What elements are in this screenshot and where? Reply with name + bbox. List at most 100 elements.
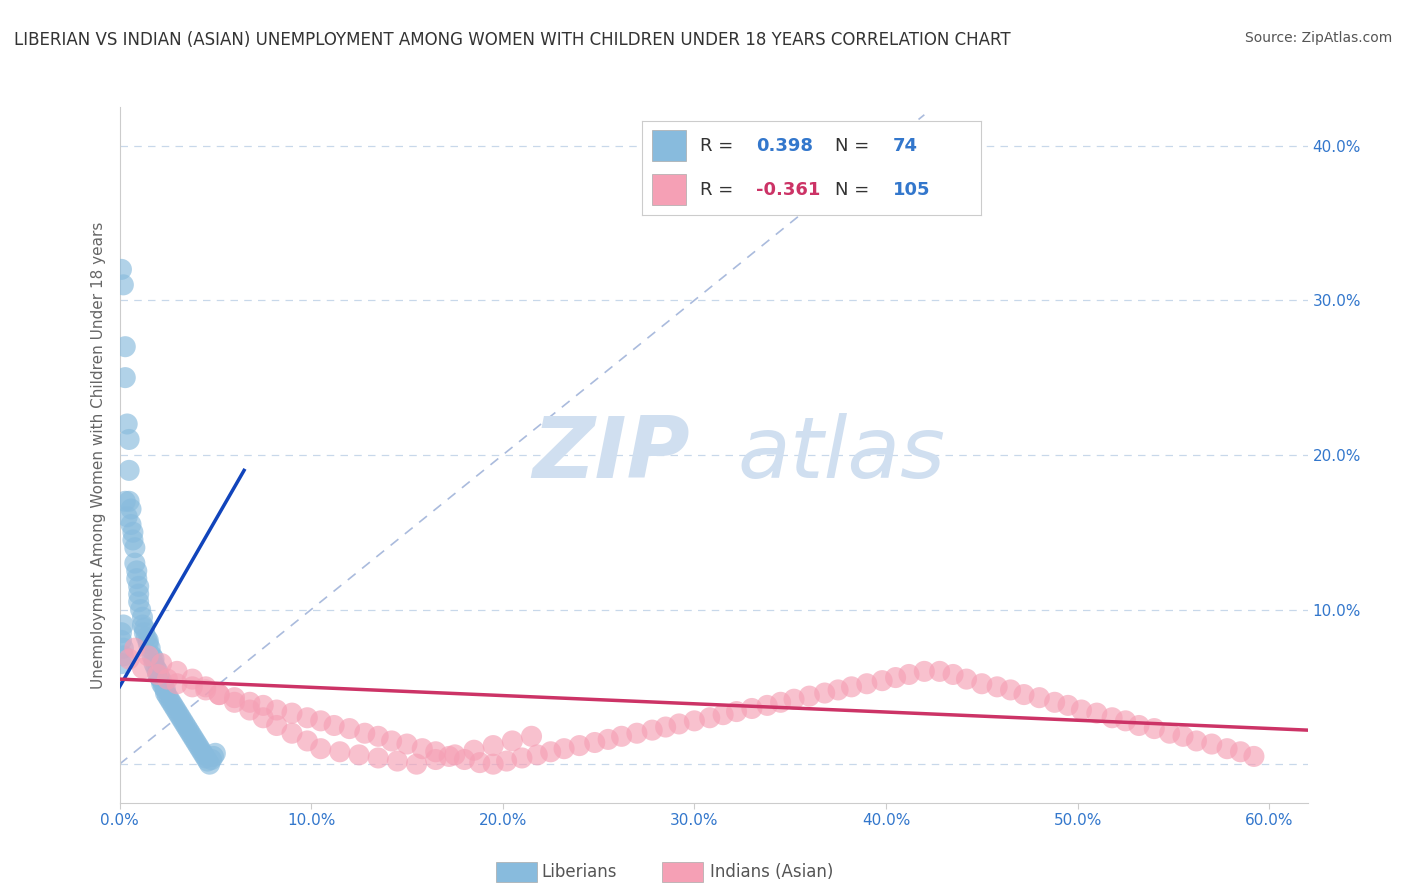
Point <box>193 747 215 762</box>
Point <box>118 494 141 508</box>
Point <box>387 754 409 768</box>
Point <box>112 641 135 656</box>
Point <box>1085 706 1108 720</box>
Point <box>297 734 319 748</box>
Point <box>145 661 167 675</box>
Point <box>1185 734 1208 748</box>
Point <box>114 340 136 354</box>
Point <box>598 732 620 747</box>
Point <box>118 652 141 666</box>
Point <box>125 572 148 586</box>
Point <box>553 741 575 756</box>
Point <box>1216 741 1239 756</box>
Point <box>841 680 863 694</box>
Point <box>353 726 375 740</box>
Point <box>347 747 370 762</box>
Point <box>769 695 792 709</box>
Point <box>187 739 209 753</box>
Point <box>166 677 188 691</box>
Point <box>155 682 177 697</box>
Point <box>136 633 159 648</box>
Text: Liberians: Liberians <box>541 863 617 880</box>
Point <box>183 732 205 747</box>
Point <box>252 698 274 713</box>
Point <box>115 509 138 524</box>
Point <box>181 680 204 694</box>
Point <box>1012 688 1035 702</box>
Point <box>166 705 188 719</box>
Y-axis label: Unemployment Among Women with Children Under 18 years: Unemployment Among Women with Children U… <box>91 221 107 689</box>
Point <box>444 747 467 762</box>
Point <box>1201 737 1223 751</box>
Point <box>641 723 664 738</box>
Point <box>411 741 433 756</box>
Point <box>224 690 246 705</box>
Point <box>167 707 190 722</box>
Point <box>162 698 184 713</box>
Point <box>114 494 136 508</box>
Point <box>155 686 177 700</box>
Point <box>1243 749 1265 764</box>
Point <box>583 735 606 749</box>
Point <box>112 648 135 663</box>
Point <box>783 692 806 706</box>
Point <box>437 749 460 764</box>
Point <box>540 745 562 759</box>
Point <box>141 648 163 663</box>
Point <box>191 745 214 759</box>
Text: LIBERIAN VS INDIAN (ASIAN) UNEMPLOYMENT AMONG WOMEN WITH CHILDREN UNDER 18 YEARS: LIBERIAN VS INDIAN (ASIAN) UNEMPLOYMENT … <box>14 31 1011 49</box>
Point <box>208 688 231 702</box>
Point <box>202 749 225 764</box>
Point <box>166 665 188 679</box>
Point <box>252 711 274 725</box>
Point <box>135 631 157 645</box>
Point <box>281 706 304 720</box>
Point <box>139 641 162 656</box>
Point <box>208 688 231 702</box>
Point <box>668 717 690 731</box>
Point <box>1028 690 1050 705</box>
Point <box>699 711 721 725</box>
Point <box>1229 745 1251 759</box>
Point <box>1115 714 1137 728</box>
Point <box>1070 703 1092 717</box>
Point <box>131 661 153 675</box>
Point <box>367 751 389 765</box>
Point <box>799 689 821 703</box>
Point <box>495 754 517 768</box>
Point <box>395 737 418 751</box>
Point <box>425 745 447 759</box>
Point <box>136 648 159 663</box>
Point <box>568 739 591 753</box>
Point <box>194 751 217 765</box>
Point <box>281 726 304 740</box>
Point <box>110 262 132 277</box>
Point <box>143 657 166 671</box>
Point <box>482 757 505 772</box>
Point <box>150 657 173 671</box>
Point <box>482 739 505 753</box>
Point <box>453 752 475 766</box>
Point <box>1000 682 1022 697</box>
Text: Source: ZipAtlas.com: Source: ZipAtlas.com <box>1244 31 1392 45</box>
Point <box>152 680 174 694</box>
Point <box>156 689 179 703</box>
Point <box>149 671 172 685</box>
Point <box>136 636 159 650</box>
Point <box>405 757 427 772</box>
Text: atlas: atlas <box>737 413 945 497</box>
Point <box>198 757 221 772</box>
Text: ZIP: ZIP <box>531 413 690 497</box>
Point <box>224 695 246 709</box>
Point <box>884 671 907 685</box>
Point <box>239 703 262 717</box>
Point <box>367 729 389 743</box>
Point <box>112 277 135 292</box>
Point <box>146 667 169 681</box>
Point <box>204 747 226 761</box>
Point <box>654 720 676 734</box>
Point <box>146 665 169 679</box>
Point <box>177 723 200 738</box>
Point <box>725 705 748 719</box>
Point <box>122 533 145 547</box>
